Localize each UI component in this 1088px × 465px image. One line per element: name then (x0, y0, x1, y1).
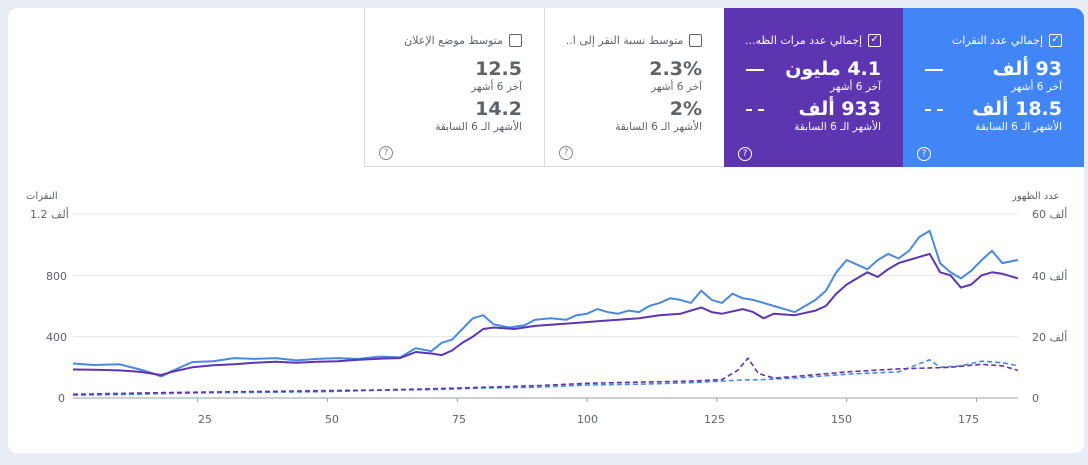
metric-row-previous: 2% الأشهر الـ 6 السابقة (567, 98, 702, 138)
help-icon[interactable]: ? (738, 147, 752, 161)
metric-period-label: الأشهر الـ 6 السابقة (975, 121, 1062, 133)
metric-card-header: ✓ إجمالي عدد النقرات (925, 32, 1062, 48)
metric-value-previous: 2% (669, 98, 702, 120)
metric-row-current: 93 ألف آخر 6 أشهر (925, 58, 1062, 98)
performance-panel: متوسط موضع الإعلان 12.5 آخر 6 أشهر 14.2 … (8, 8, 1084, 453)
metric-period-label: آخر 6 أشهر (830, 81, 881, 93)
metric-row-current: 12.5 آخر 6 أشهر (387, 58, 522, 98)
x-tick: 175 (958, 413, 979, 426)
x-tick: 100 (577, 413, 598, 426)
metric-value-previous: 14.2 (475, 98, 522, 120)
left-y-tick: 800 (46, 270, 67, 283)
metric-row-current: 2.3% آخر 6 أشهر (567, 58, 702, 98)
checkbox-checked[interactable]: ✓ (868, 33, 881, 47)
x-tick: 125 (704, 413, 725, 426)
metric-period-label: الأشهر الـ 6 السابقة (794, 121, 881, 133)
dashed-line-legend-icon (925, 109, 943, 111)
metric-card-title: متوسط نسبة النقر إلى ا... (567, 33, 684, 47)
metric-value-current: 93 ألف (992, 58, 1062, 80)
metric-card-header: متوسط نسبة النقر إلى ا... (567, 32, 702, 48)
metric-card-header: متوسط موضع الإعلان (387, 32, 522, 48)
metric-value-current: 2.3% (649, 58, 702, 80)
left-axis-title: النقرات (26, 191, 58, 202)
right-y-tick: 0 (1032, 392, 1039, 405)
metric-card-avg-position[interactable]: متوسط موضع الإعلان 12.5 آخر 6 أشهر 14.2 … (364, 8, 544, 167)
right-y-tick: 60 ألف (1032, 208, 1068, 221)
metric-card-impressions[interactable]: ✓ إجمالي عدد مرات الظه... 4.1 مليون آخر … (724, 8, 903, 167)
metric-row-previous: 18.5 ألف الأشهر الـ 6 السابقة (925, 98, 1062, 138)
metric-period-label: آخر 6 أشهر (651, 81, 702, 93)
metric-card-title: إجمالي عدد مرات الظه... (746, 33, 863, 47)
help-icon[interactable]: ? (917, 147, 931, 161)
metric-card-ctr[interactable]: متوسط نسبة النقر إلى ا... 2.3% آخر 6 أشه… (544, 8, 724, 167)
dashed-line-legend-icon (746, 109, 764, 111)
metric-card-header: ✓ إجمالي عدد مرات الظه... (746, 32, 881, 48)
checkbox[interactable] (689, 33, 702, 47)
checkbox-checked[interactable]: ✓ (1049, 33, 1062, 47)
right-y-tick: 40 ألف (1032, 270, 1068, 283)
metric-card-title: متوسط موضع الإعلان (404, 33, 503, 47)
metric-row-previous: 14.2 الأشهر الـ 6 السابقة (387, 98, 522, 138)
left-y-tick: 0 (58, 392, 65, 405)
metric-period-label: آخر 6 أشهر (471, 81, 522, 93)
series-line (72, 229, 1019, 378)
metric-value-previous: 18.5 ألف (972, 98, 1062, 120)
metric-period-label: الأشهر الـ 6 السابقة (615, 121, 702, 133)
x-tick: 150 (831, 413, 852, 426)
solid-line-legend-icon (746, 69, 764, 71)
right-axis-title: عدد الظهور (1012, 191, 1060, 202)
metric-card-title: إجمالي عدد النقرات (951, 33, 1043, 47)
series-line (72, 252, 1019, 376)
metric-card-clicks[interactable]: ✓ إجمالي عدد النقرات 93 ألف آخر 6 أشهر 1… (903, 8, 1084, 167)
metric-value-current: 4.1 مليون (785, 58, 881, 80)
help-icon[interactable]: ? (379, 146, 393, 160)
metric-value-previous: 933 ألف (798, 98, 881, 120)
right-y-tick: 20 ألف (1032, 331, 1068, 344)
line-chart (72, 213, 1019, 402)
x-tick: 25 (198, 413, 212, 426)
metric-period-label: الأشهر الـ 6 السابقة (435, 121, 522, 133)
x-tick: 75 (452, 413, 466, 426)
metric-period-label: آخر 6 أشهر (1011, 81, 1062, 93)
solid-line-legend-icon (925, 69, 943, 71)
metric-row-previous: 933 ألف الأشهر الـ 6 السابقة (746, 98, 881, 138)
left-y-tick: 1.2 ألف (30, 208, 69, 221)
metric-value-current: 12.5 (475, 58, 522, 80)
series-line (72, 357, 1019, 396)
checkbox[interactable] (509, 33, 522, 47)
left-y-tick: 400 (46, 331, 67, 344)
x-tick: 50 (325, 413, 339, 426)
help-icon[interactable]: ? (559, 146, 573, 160)
metric-row-current: 4.1 مليون آخر 6 أشهر (746, 58, 881, 98)
